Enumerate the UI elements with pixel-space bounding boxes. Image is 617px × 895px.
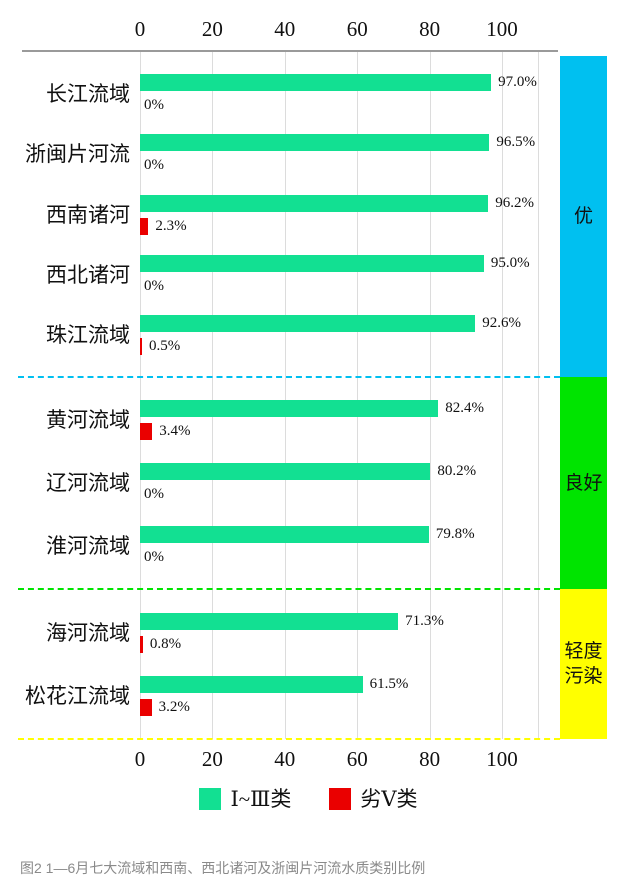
gridline bbox=[538, 52, 540, 739]
legend-item-class1-3: Ⅰ~Ⅲ类 bbox=[199, 787, 291, 811]
legend-swatch-red bbox=[329, 788, 352, 810]
bar-inferior-class5-value: 0.5% bbox=[149, 337, 181, 354]
legend: Ⅰ~Ⅲ类 劣Ⅴ类 bbox=[0, 787, 617, 811]
bar-class1-3-value: 92.6% bbox=[482, 314, 521, 331]
bar-class1-3-value: 82.4% bbox=[445, 400, 485, 417]
legend-item-inferior-class5: 劣Ⅴ类 bbox=[329, 787, 418, 811]
section-divider bbox=[18, 376, 560, 378]
gridline bbox=[429, 52, 431, 739]
x-tick-label-bottom: 60 bbox=[346, 747, 368, 771]
bar-inferior-class5-value: 0% bbox=[144, 97, 164, 114]
bar-class1-3 bbox=[140, 675, 363, 693]
bar-class1-3-value: 95.0% bbox=[490, 254, 530, 271]
grade-band-label: 优 bbox=[573, 206, 593, 227]
bar-class1-3 bbox=[140, 612, 399, 630]
x-tick-label-bottom: 40 bbox=[274, 747, 296, 771]
bar-inferior-class5-value: 0% bbox=[144, 486, 164, 502]
x-tick-label-bottom: 80 bbox=[419, 747, 441, 771]
category-label: 海河流域 bbox=[46, 620, 130, 645]
x-tick-label-top: 60 bbox=[346, 17, 368, 41]
bar-class1-3 bbox=[140, 254, 484, 272]
bar-class1-3-value: 80.2% bbox=[437, 463, 477, 479]
bar-inferior-class5-value: 0.8% bbox=[149, 635, 182, 652]
category-label: 淮河流域 bbox=[46, 533, 130, 558]
gridline bbox=[284, 52, 286, 739]
bar-inferior-class5-value: 0% bbox=[144, 277, 164, 294]
bar-inferior-class5-value: 2.3% bbox=[155, 217, 187, 234]
bar-inferior-class5 bbox=[140, 217, 149, 235]
gridline bbox=[502, 52, 503, 739]
bar-inferior-class5-value: 0% bbox=[144, 548, 164, 565]
legend-label-class1-3: Ⅰ~Ⅲ类 bbox=[230, 787, 292, 811]
x-tick-label-top: 100 bbox=[486, 17, 518, 41]
category-label: 黄河流域 bbox=[46, 408, 130, 433]
bar-inferior-class5 bbox=[140, 423, 153, 441]
grade-band-3: 轻度 污染 bbox=[560, 589, 607, 739]
category-label: 辽河流域 bbox=[46, 471, 130, 495]
x-tick-label-top: 80 bbox=[419, 17, 441, 41]
bar-inferior-class5 bbox=[140, 337, 142, 355]
category-label: 长江流域 bbox=[46, 82, 130, 107]
bar-inferior-class5 bbox=[140, 635, 143, 653]
x-tick-label-top: 0 bbox=[134, 17, 146, 41]
category-label: 西南诸河 bbox=[46, 202, 130, 227]
bar-class1-3 bbox=[140, 525, 429, 543]
gridline bbox=[140, 52, 141, 739]
category-label: 松花江流域 bbox=[25, 683, 130, 708]
gridline bbox=[357, 52, 359, 739]
grade-band-label: 良好 bbox=[564, 472, 603, 494]
grade-band-label: 轻度 污染 bbox=[564, 641, 603, 687]
bar-class1-3 bbox=[140, 463, 431, 480]
x-axis-top-line bbox=[22, 50, 558, 52]
grade-band-2: 良好 bbox=[560, 377, 607, 589]
bar-inferior-class5-value: 3.2% bbox=[158, 698, 190, 715]
category-label: 珠江流域 bbox=[46, 322, 130, 347]
bar-class1-3-value: 61.5% bbox=[369, 675, 409, 692]
bar-class1-3 bbox=[140, 194, 489, 212]
bar-class1-3-value: 97.0% bbox=[498, 74, 537, 91]
bar-class1-3 bbox=[140, 134, 490, 152]
bar-class1-3 bbox=[140, 400, 439, 418]
x-tick-label-top: 40 bbox=[274, 17, 296, 41]
bar-class1-3 bbox=[140, 314, 476, 332]
category-label: 西北诸河 bbox=[46, 262, 130, 287]
bar-class1-3-value: 71.3% bbox=[405, 612, 444, 629]
bar-inferior-class5 bbox=[140, 698, 152, 716]
bar-class1-3 bbox=[140, 74, 492, 92]
bar-inferior-class5-value: 3.4% bbox=[159, 423, 191, 440]
legend-swatch-green bbox=[199, 788, 222, 810]
bar-class1-3-value: 79.8% bbox=[435, 525, 475, 542]
category-label: 浙闽片河流 bbox=[25, 142, 130, 167]
section-divider bbox=[18, 738, 560, 740]
figure-caption: 图2 1—6月七大流域和西南、西北诸河及浙闽片河流水质类别比例 bbox=[20, 860, 426, 876]
x-tick-label-bottom: 100 bbox=[486, 747, 518, 771]
legend-label-inferior-class5: 劣Ⅴ类 bbox=[360, 787, 418, 811]
x-tick-label-bottom: 20 bbox=[201, 747, 223, 771]
bar-class1-3-value: 96.2% bbox=[495, 194, 534, 211]
section-divider bbox=[18, 588, 560, 590]
bar-class1-3-value: 96.5% bbox=[496, 134, 536, 151]
x-tick-label-bottom: 0 bbox=[134, 747, 146, 771]
grade-band-1: 优 bbox=[560, 56, 607, 377]
bar-inferior-class5-value: 0% bbox=[144, 157, 164, 174]
gridline bbox=[212, 52, 214, 739]
x-tick-label-top: 20 bbox=[201, 17, 223, 41]
